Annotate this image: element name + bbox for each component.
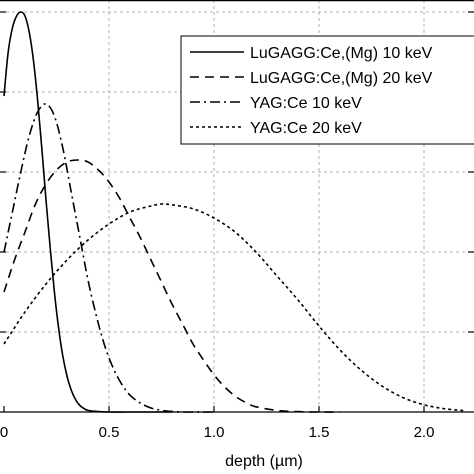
legend: LuGAGG:Ce,(Mg) 10 keV LuGAGG:Ce,(Mg) 20 k… xyxy=(180,35,474,145)
series-layer xyxy=(3,11,467,413)
legend-box xyxy=(180,35,474,145)
x-tick-label: 2.0 xyxy=(414,424,435,441)
legend-label-2: LuGAGG:Ce,(Mg) 20 keV xyxy=(250,70,433,87)
x-tick-label: 0.5 xyxy=(99,424,120,441)
x-tick-label: 0 xyxy=(0,424,8,441)
series-line-4 xyxy=(3,203,467,412)
x-tick-label: 1.5 xyxy=(309,424,330,441)
x-ticks: 0 0.5 1.0 1.5 2.0 xyxy=(0,11,474,441)
axes xyxy=(0,0,474,413)
x-axis-label: depth (µm) xyxy=(225,453,303,470)
series-line-1 xyxy=(3,11,172,413)
legend-label-1: LuGAGG:Ce,(Mg) 10 keV xyxy=(250,45,433,62)
legend-label-4: YAG:Ce 20 keV xyxy=(250,120,362,137)
series-line-2 xyxy=(3,159,341,413)
legend-label-3: YAG:Ce 10 keV xyxy=(250,95,362,112)
x-tick-label: 1.0 xyxy=(204,424,225,441)
